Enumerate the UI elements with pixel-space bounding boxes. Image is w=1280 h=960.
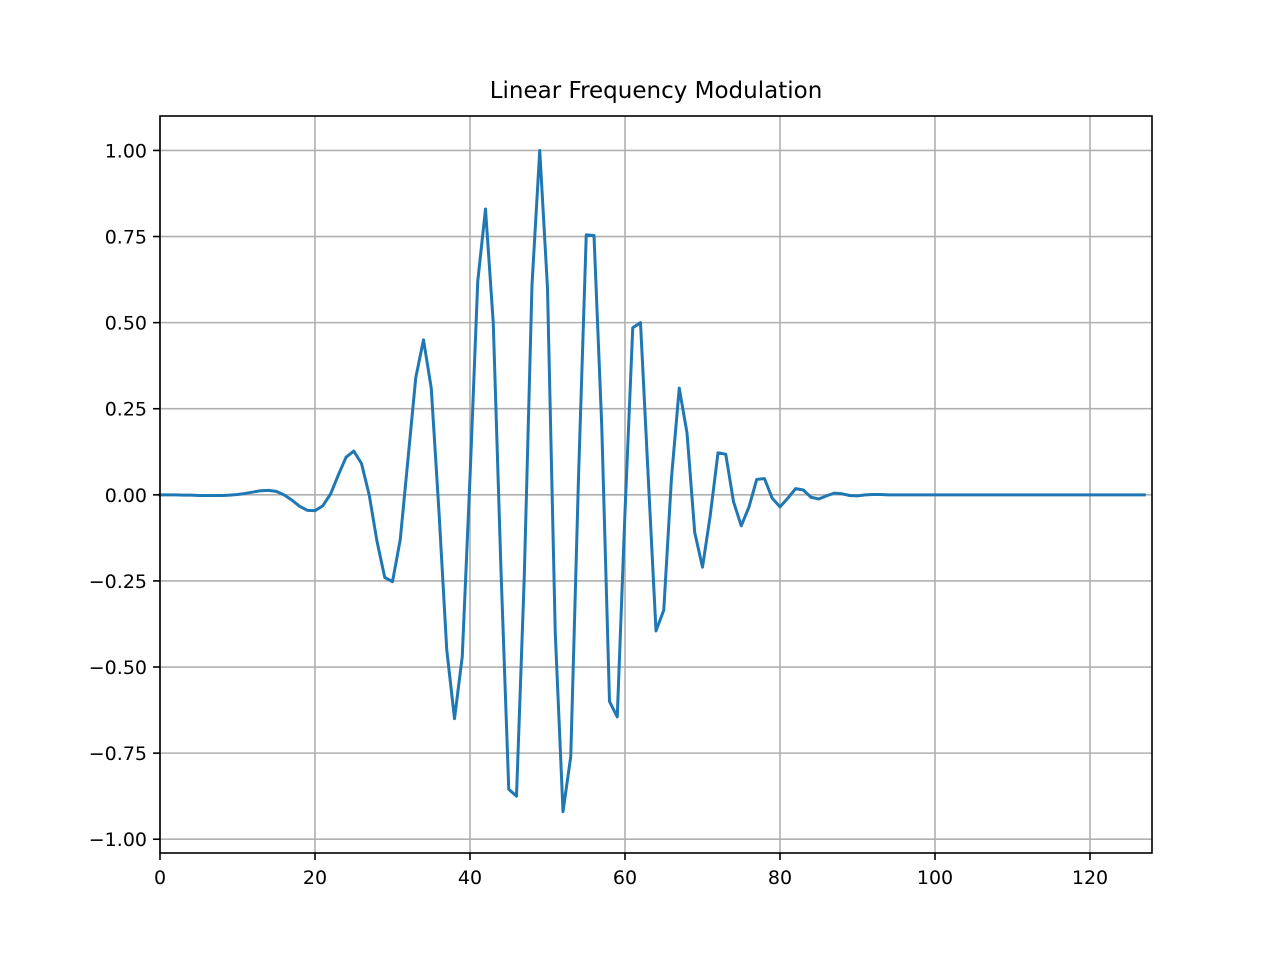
plot-frame — [159, 115, 1153, 854]
x-tick-label: 120 — [1072, 867, 1108, 889]
x-tick-label: 20 — [303, 867, 327, 889]
tick-labels: 0 20 40 60 80 100 120 1.00 0.75 0.50 0.25 0.00 −0.25… — [89, 140, 1108, 889]
x-tick-label: 100 — [917, 867, 953, 889]
series-line — [158, 148, 1146, 814]
y-tick-label: 0.00 — [105, 485, 147, 507]
x-tick-label: 0 — [154, 867, 166, 889]
x-tick-label: 40 — [458, 867, 482, 889]
grid-lines — [159, 116, 1152, 853]
series-layer — [158, 148, 1146, 814]
chart-title: Linear Frequency Modulation — [490, 78, 823, 104]
y-tick-label: −0.25 — [89, 571, 147, 593]
x-tick-label: 60 — [613, 867, 637, 889]
y-tick-label: −0.75 — [89, 743, 147, 765]
axis-ticks — [153, 149, 1091, 860]
y-tick-label: 0.50 — [105, 313, 147, 335]
x-tick-label: 80 — [768, 867, 792, 889]
y-tick-label: 0.25 — [105, 399, 147, 421]
y-tick-label: 1.00 — [105, 140, 147, 162]
y-tick-label: −0.50 — [89, 657, 147, 679]
y-tick-label: −1.00 — [89, 829, 147, 851]
y-tick-label: 0.75 — [105, 227, 147, 249]
